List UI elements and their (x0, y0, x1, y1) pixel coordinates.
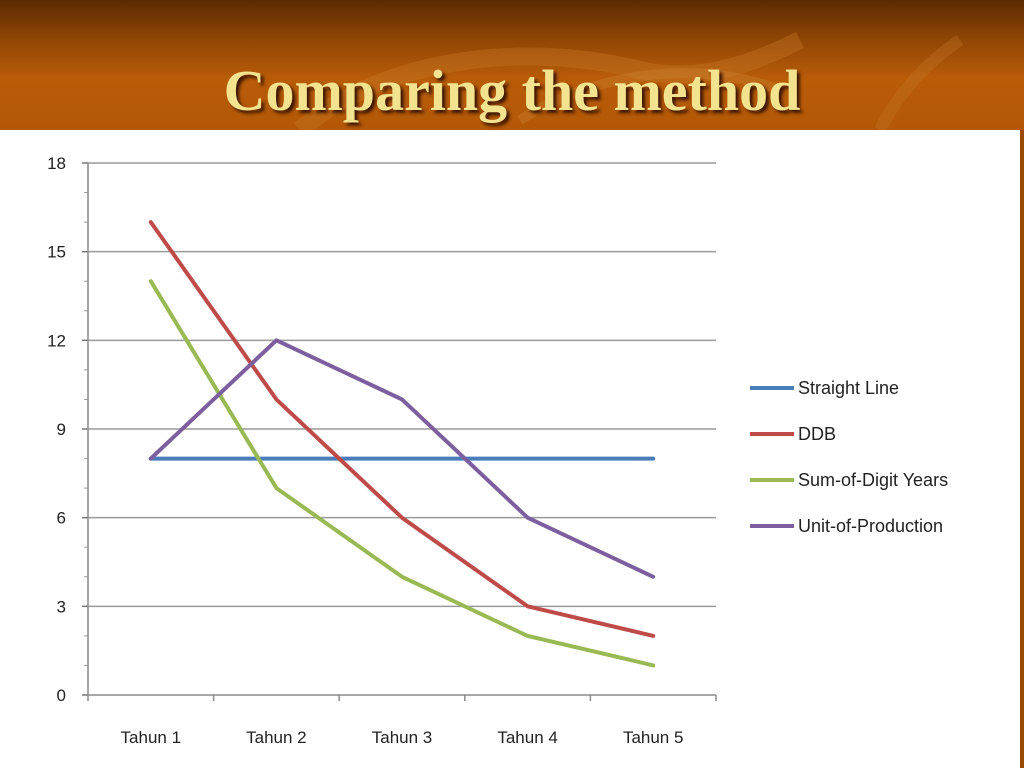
header-swirl-decoration (294, 31, 964, 130)
x-tick-label: Tahun 1 (121, 728, 182, 747)
legend-label: Straight Line (798, 378, 899, 398)
legend-label: Unit-of-Production (798, 516, 943, 536)
chart-panel: 0 3 6 9 12 15 18 Tahun 1 Tahun 2 Tahun 3 Tahun 4 Ta… (0, 130, 1020, 768)
y-tick-label: 15 (47, 243, 66, 262)
y-tick-label: 0 (57, 686, 66, 705)
legend-label: Sum-of-Digit Years (798, 470, 948, 490)
slide-header: Comparing the method (0, 0, 1024, 130)
y-tick-label: 9 (57, 420, 66, 439)
x-tick-label: Tahun 4 (497, 728, 558, 747)
y-tick-label: 6 (57, 509, 66, 528)
slide-title: Comparing the method (223, 58, 801, 123)
y-tick-label: 3 (57, 597, 66, 616)
series-line-3 (148, 279, 656, 668)
x-tick-label: Tahun 5 (623, 728, 684, 747)
line-chart: 0 3 6 9 12 15 18 Tahun 1 Tahun 2 Tahun 3 Tahun 4 Ta… (47, 154, 948, 747)
series-lines (148, 220, 656, 668)
y-tick-label: 18 (47, 154, 66, 173)
axes: 0 3 6 9 12 15 18 Tahun 1 Tahun 2 Tahun 3 Tahun 4 Ta… (47, 154, 717, 747)
legend: Straight Line DDB Sum-of-Digit Years Unit-o… (750, 378, 948, 536)
legend-label: DDB (798, 424, 836, 444)
x-tick-label: Tahun 2 (246, 728, 307, 747)
x-tick-label: Tahun 3 (372, 728, 433, 747)
gridlines (88, 162, 716, 608)
y-tick-label: 12 (47, 331, 66, 350)
